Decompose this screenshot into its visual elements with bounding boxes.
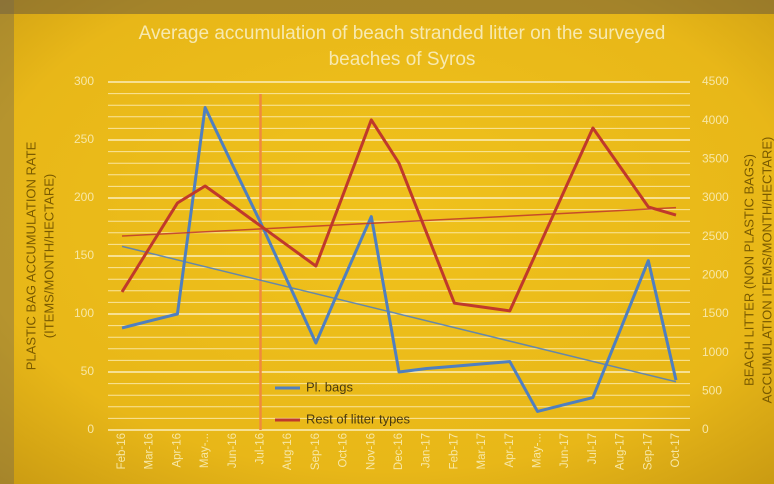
x-tick-label: Dec-16: [393, 433, 405, 470]
y-tick-label: 300: [74, 74, 94, 88]
x-tick-label: Nov-16: [365, 433, 377, 470]
y2-tick-label: 4500: [702, 74, 729, 88]
x-tick-label: Jun-16: [227, 433, 239, 468]
y-tick-label: 0: [87, 422, 94, 436]
legend-label: Pl. bags: [306, 379, 353, 394]
x-tick-label: Feb-16: [116, 433, 128, 469]
trendline: [121, 206, 677, 237]
x-tick-label: Jun-17: [559, 433, 571, 468]
y2-tick-label: 3500: [702, 152, 729, 166]
x-tick-label: Aug-16: [282, 433, 294, 470]
x-tick-label: Oct-17: [670, 433, 682, 468]
y-axis-title-line: (ITEMS/MONTH/HECTARE): [41, 174, 56, 338]
x-tick-label: Sep-16: [310, 433, 322, 470]
x-tick-label: Oct-16: [338, 433, 350, 468]
chart-title: Average accumulation of beach stranded l…: [139, 23, 666, 44]
y2-tick-label: 500: [702, 384, 722, 398]
y-axis-title-line: PLASTIC BAG ACCUMULATION RATE: [23, 141, 38, 370]
x-tick-label: May-...: [199, 433, 211, 468]
trendline: [121, 245, 677, 383]
chart-title: beaches of Syros: [329, 49, 476, 70]
y-tick-label: 100: [74, 306, 94, 320]
x-tick-label: Mar-16: [144, 433, 156, 469]
y2-tick-label: 1000: [702, 345, 729, 359]
x-tick-label: Jan-17: [421, 433, 433, 468]
y-tick-label: 150: [74, 248, 94, 262]
y2-tick-label: 0: [702, 422, 709, 436]
x-tick-label: Apr-17: [504, 433, 516, 468]
legend-label: Rest of litter types: [306, 411, 411, 426]
y-axis-title: PLASTIC BAG ACCUMULATION RATE (ITEMS/MON…: [23, 141, 56, 370]
x-tick-label: Sep-17: [642, 433, 654, 470]
y2-axis-title-line: BEACH LITTER (NON PLASTIC BAGS): [741, 154, 756, 386]
x-tick-label: Mar-17: [476, 433, 488, 469]
series-line: [120, 118, 677, 313]
y2-tick-label: 2500: [702, 229, 729, 243]
x-tick-label: Jul-16: [255, 433, 267, 464]
y2-axis-title-line: ACCUMULATION ITEMS/MONTH/HECTARE): [759, 137, 774, 404]
pebble-strip: [0, 0, 14, 484]
y2-tick-label: 3000: [702, 190, 729, 204]
y-tick-label: 50: [81, 364, 95, 378]
y-tick-label: 200: [74, 190, 94, 204]
x-tick-label: Aug-17: [615, 433, 627, 470]
y2-tick-label: 1500: [702, 306, 729, 320]
x-tick-label: Feb-17: [448, 433, 460, 469]
y-tick-label: 250: [74, 132, 94, 146]
series-line: [121, 106, 678, 413]
y2-axis-title: BEACH LITTER (NON PLASTIC BAGS) ACCUMULA…: [741, 137, 774, 404]
x-tick-label: May-...: [532, 433, 544, 468]
y2-tick-label: 4000: [702, 113, 729, 127]
y2-tick-label: 2000: [702, 268, 729, 282]
x-tick-label: Jul-17: [587, 433, 599, 464]
x-tick-label: Apr-16: [171, 433, 183, 468]
pebble-strip: [0, 0, 774, 14]
